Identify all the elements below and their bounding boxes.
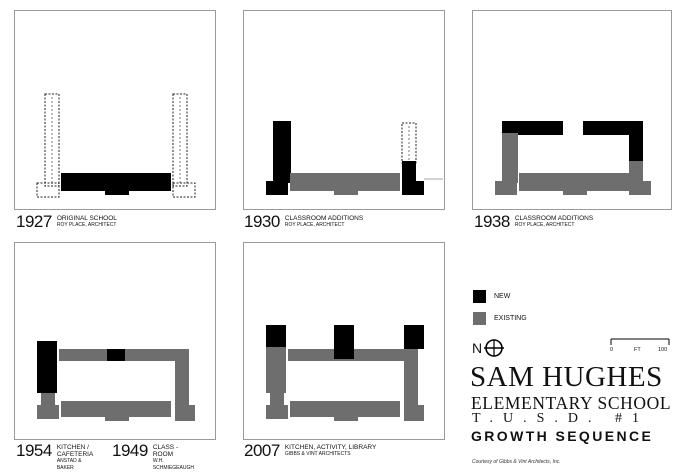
caption-1930: 1930 CLASSROOM ADDITIONS ROY PLACE, ARCHI… — [244, 213, 363, 230]
plan-panel-1938 — [472, 10, 672, 210]
north-arrow: N — [472, 338, 505, 358]
legend-new-label: NEW — [494, 293, 511, 300]
floor-plan-1954-1949 — [37, 341, 195, 421]
caption-1949: 1949 CLASS - ROOM W.H. SCHMIEGEAUGH — [112, 441, 194, 472]
year-label: 1954 — [16, 441, 52, 460]
caption-2007: 2007 KITCHEN, ACTIVITY, LIBRARY GIBBS & V… — [244, 442, 376, 459]
scale-bar: 0 FT 100 — [610, 338, 670, 356]
year-label: 1949 — [112, 441, 148, 460]
addition-title: ORIGINAL SCHOOL — [56, 215, 117, 222]
addition-title: CLASSROOM ADDITIONS — [514, 215, 594, 222]
sheet-title: GROWTH SEQUENCE — [471, 428, 654, 444]
year-label: 2007 — [244, 441, 280, 460]
caption-1927: 1927 ORIGINAL SCHOOL ROY PLACE, ARCHITECT — [16, 213, 117, 230]
district-label: T.U.S.D. #1 — [472, 411, 650, 426]
architect-name: ROY PLACE, ARCHITECT — [284, 222, 345, 228]
plan-panel-1927 — [14, 10, 216, 210]
new-swatch — [473, 290, 486, 303]
addition-title: KITCHEN / CAFETERIA — [56, 444, 94, 458]
scale-end-label: 100 — [658, 347, 668, 353]
school-name: SAM HUGHES — [470, 361, 663, 393]
year-label: 1927 — [16, 212, 52, 231]
school-type: ELEMENTARY SCHOOL — [471, 393, 672, 413]
addition-title: CLASSROOM ADDITIONS — [284, 215, 364, 222]
image-credit: Courtesy of Gibbs & Vint Architects, Inc… — [472, 459, 561, 465]
architect-name: GIBBS & VINT ARCHITECTS — [284, 451, 351, 457]
addition-title: CLASS - ROOM — [152, 444, 179, 458]
floor-plan-1938 — [495, 121, 651, 195]
scale-start-label: 0 — [610, 347, 614, 353]
legend-new: NEW — [473, 290, 510, 303]
legend-existing: EXISTING — [473, 312, 527, 325]
north-arrow-icon — [484, 339, 505, 357]
plan-panel-1930 — [243, 10, 445, 210]
floor-plan-1927 — [36, 93, 196, 198]
north-label: N — [472, 340, 483, 356]
year-label: 1938 — [474, 212, 510, 231]
architect-name: ANSTAD & BAKER — [56, 458, 82, 471]
legend-existing-label: EXISTING — [494, 315, 527, 322]
floor-plan-2007 — [266, 325, 424, 421]
architect-name: ROY PLACE, ARCHITECT — [514, 222, 575, 228]
floor-plan-1930 — [266, 121, 443, 195]
scale-unit-label: FT — [634, 347, 641, 353]
plan-panel-2007 — [243, 242, 445, 440]
caption-1954: 1954 KITCHEN / CAFETERIA ANSTAD & BAKER — [16, 441, 94, 472]
addition-title: KITCHEN, ACTIVITY, LIBRARY — [284, 444, 377, 451]
scale-bar-graphic — [610, 338, 670, 345]
year-label: 1930 — [244, 212, 280, 231]
architect-name: W.H. SCHMIEGEAUGH — [152, 458, 194, 471]
existing-swatch — [473, 312, 486, 325]
caption-1938: 1938 CLASSROOM ADDITIONS ROY PLACE, ARCHI… — [474, 213, 593, 230]
plan-panel-1954-1949 — [14, 242, 216, 440]
architect-name: ROY PLACE, ARCHITECT — [56, 222, 117, 228]
